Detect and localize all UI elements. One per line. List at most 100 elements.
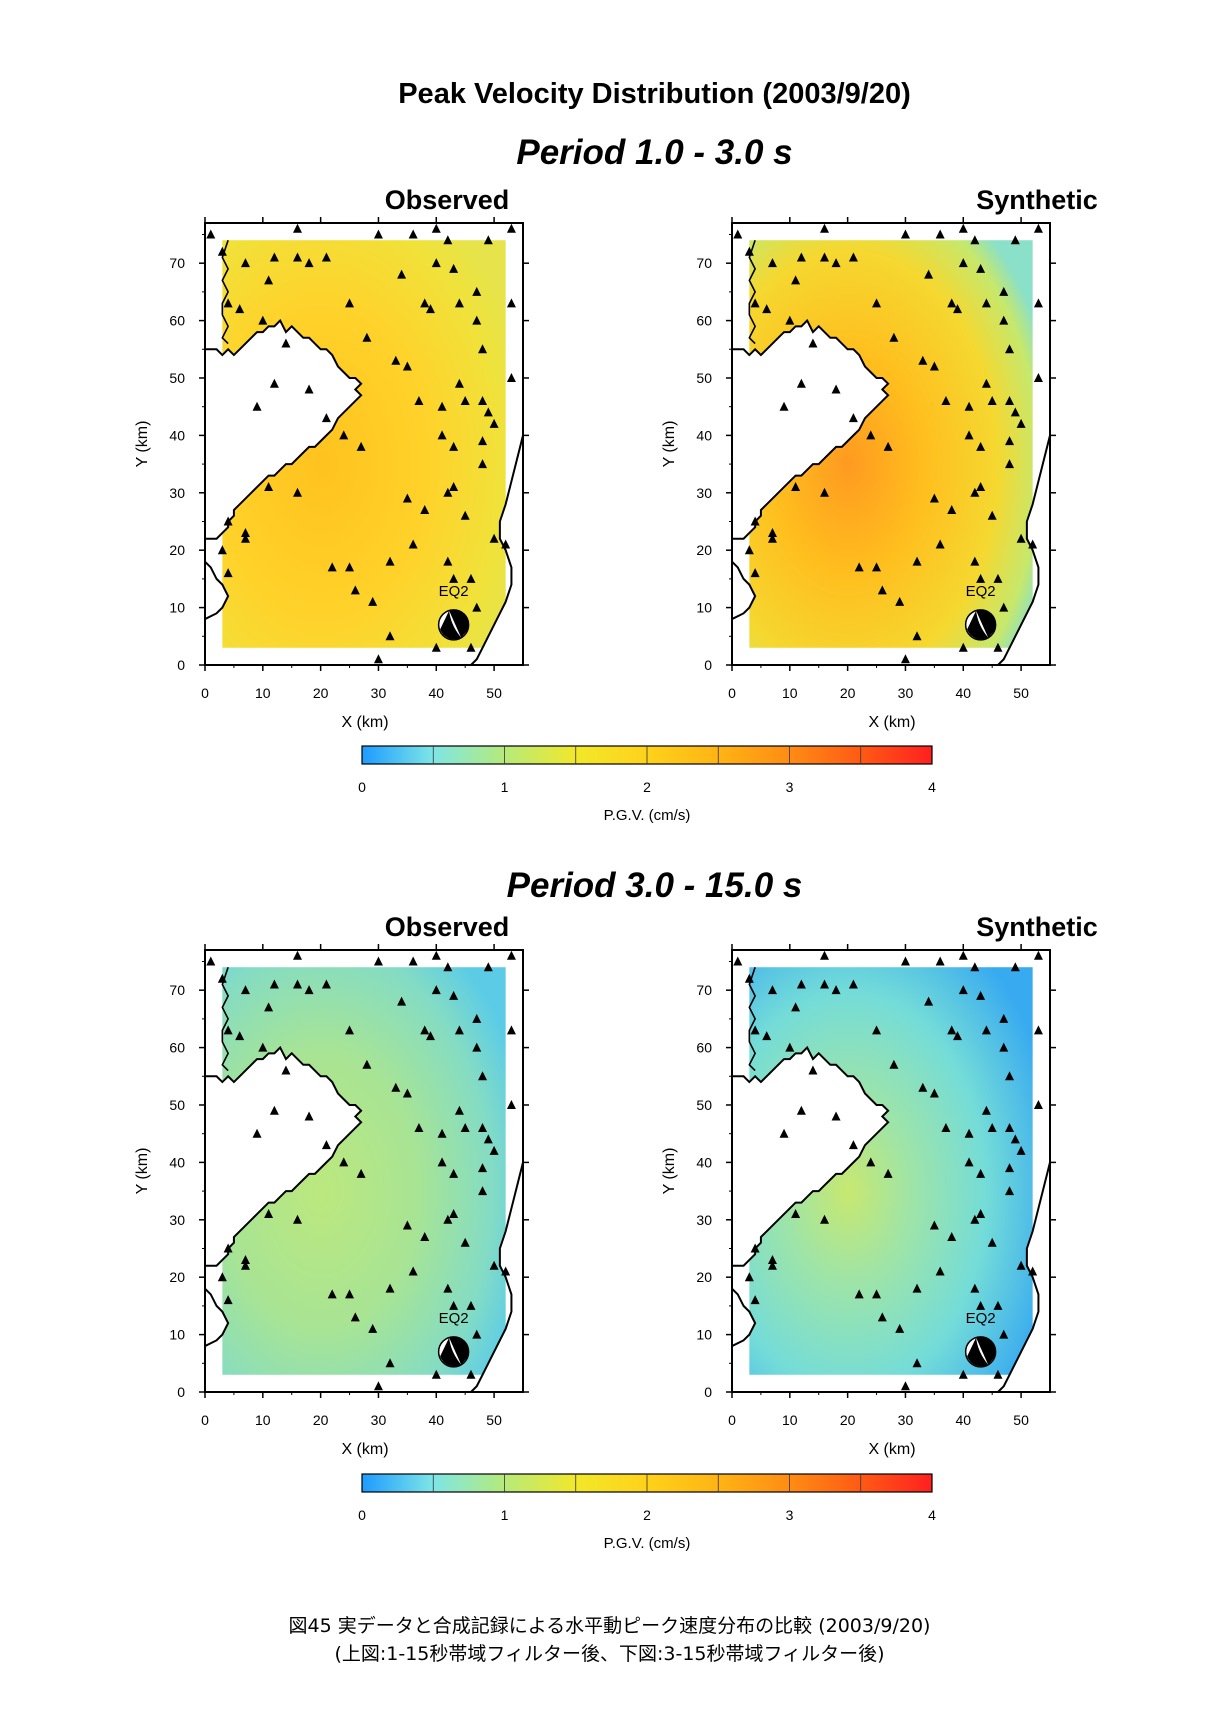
colorbar-tick-label: 0 (358, 779, 366, 795)
x-tick-label: 0 (728, 1412, 736, 1428)
x-axis-label: X (km) (868, 1441, 915, 1458)
station-marker (304, 985, 314, 995)
station-marker (264, 1209, 274, 1219)
station-marker (1016, 418, 1026, 428)
station-marker (460, 510, 470, 520)
sea-mask-south (205, 1288, 229, 1347)
station-marker (385, 631, 395, 641)
station-marker (483, 407, 493, 417)
station-marker (1010, 235, 1020, 245)
station-marker (258, 315, 268, 325)
station-marker (900, 1381, 910, 1391)
station-marker (947, 1232, 957, 1242)
y-tick-label: 20 (696, 1269, 712, 1285)
station-marker (420, 1025, 430, 1035)
station-marker (425, 304, 435, 314)
x-axis-label: X (km) (341, 1441, 388, 1458)
x-tick-label: 10 (782, 1412, 798, 1428)
station-marker (889, 332, 899, 342)
station-marker (472, 1013, 482, 1023)
station-marker (321, 413, 331, 423)
station-marker (976, 441, 986, 451)
station-marker (883, 1168, 893, 1178)
y-tick-label: 30 (696, 1212, 712, 1228)
station-marker (820, 252, 830, 262)
station-marker (269, 252, 279, 262)
station-marker (912, 556, 922, 566)
main-title: Peak Velocity Distribution (2003/9/20) (398, 78, 911, 110)
section-1-period-title: Period 1.0 - 3.0 s (516, 133, 793, 172)
y-tick-label: 0 (704, 1384, 712, 1400)
station-marker (506, 950, 516, 960)
coastline-south (731, 1287, 757, 1347)
station-marker (235, 304, 245, 314)
station-marker (478, 1163, 488, 1173)
station-marker (976, 263, 986, 273)
station-marker (820, 1214, 830, 1224)
coastline (205, 318, 363, 540)
station-marker (466, 642, 476, 652)
y-axis-label: Y (km) (661, 1148, 678, 1195)
station-marker (900, 654, 910, 664)
station-marker (293, 487, 303, 497)
epicenter-label: EQ2 (966, 583, 996, 600)
station-marker (293, 223, 303, 233)
station-marker (206, 956, 216, 966)
station-marker (304, 258, 314, 268)
station-marker (350, 1312, 360, 1322)
station-marker (431, 642, 441, 652)
station-marker (443, 487, 453, 497)
station-marker (217, 246, 227, 256)
station-marker (240, 1254, 250, 1264)
colorbar-2: 0 1 2 3 4 P.G.V. (cm/s) (358, 745, 936, 824)
station-marker (414, 1122, 424, 1132)
station-marker (796, 252, 806, 262)
station-marker (1033, 1025, 1043, 1035)
station-marker (970, 235, 980, 245)
station-marker (293, 950, 303, 960)
coastline (205, 1045, 363, 1267)
station-marker (483, 962, 493, 972)
station-marker (767, 527, 777, 537)
station-marker (478, 459, 488, 469)
station-marker (947, 298, 957, 308)
station-marker (489, 418, 499, 428)
station-marker (831, 258, 841, 268)
y-tick-label: 40 (169, 1154, 185, 1170)
station-marker (831, 1111, 841, 1121)
station-marker (779, 401, 789, 411)
station-marker (206, 229, 216, 239)
station-marker (391, 1082, 401, 1092)
station-marker (820, 223, 830, 233)
station-marker (1005, 1122, 1015, 1132)
x-tick-label: 50 (486, 1412, 502, 1428)
y-tick-label: 60 (696, 313, 712, 329)
station-marker (478, 436, 488, 446)
station-marker (929, 1220, 939, 1230)
sea-mask (205, 320, 362, 539)
station-marker (368, 596, 378, 606)
coastline-east (470, 1162, 524, 1393)
station-marker (449, 990, 459, 1000)
y-axis-label: Y (km) (134, 421, 151, 468)
sea-mask-south (205, 561, 229, 620)
station-marker (872, 298, 882, 308)
station-marker (999, 315, 1009, 325)
station-marker (1005, 1163, 1015, 1173)
station-marker (1016, 1260, 1026, 1270)
station-marker (970, 556, 980, 566)
station-marker (976, 573, 986, 583)
station-marker (929, 361, 939, 371)
x-tick-label: 50 (486, 685, 502, 701)
station-marker (420, 298, 430, 308)
x-tick-label: 30 (898, 1412, 914, 1428)
station-marker (1033, 372, 1043, 382)
station-marker (402, 1220, 412, 1230)
station-marker (964, 1157, 974, 1167)
station-marker (762, 1031, 772, 1041)
station-marker (443, 556, 453, 566)
station-marker (478, 344, 488, 354)
colorbar-5: 0 1 2 3 4 P.G.V. (cm/s) (358, 1473, 936, 1552)
station-marker (935, 539, 945, 549)
station-marker (791, 1002, 801, 1012)
